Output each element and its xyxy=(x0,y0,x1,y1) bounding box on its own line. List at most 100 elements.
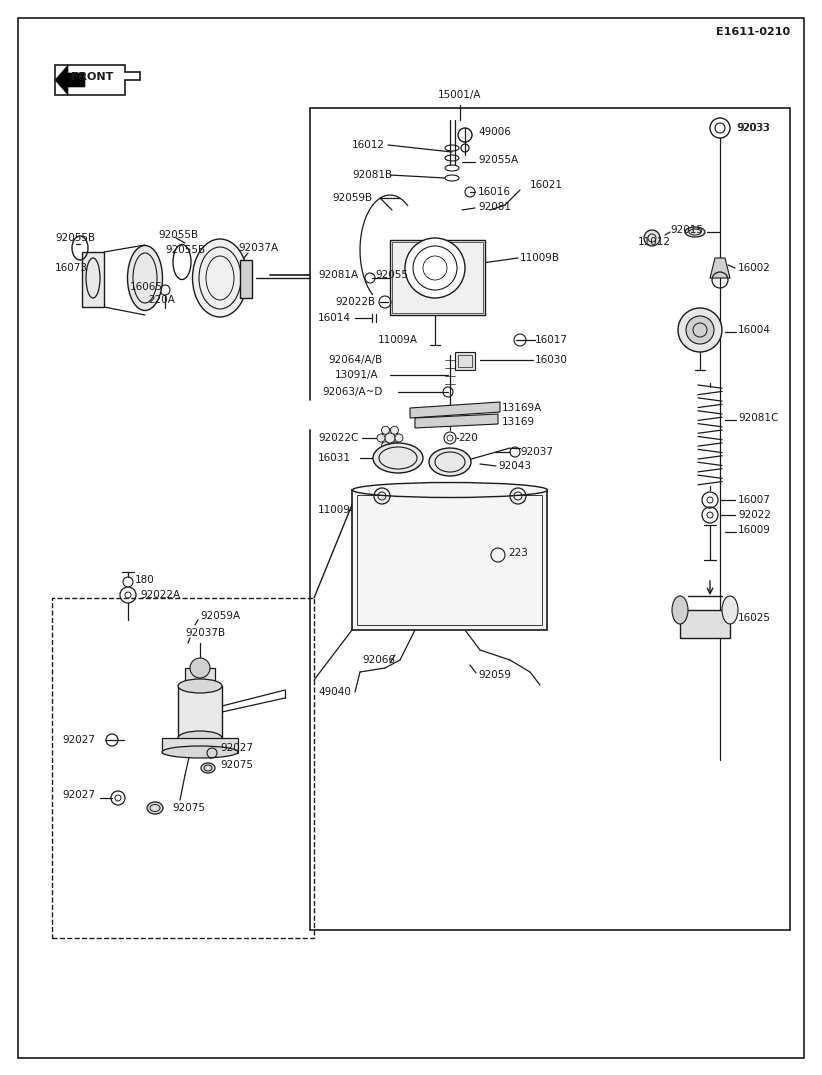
Text: 92081: 92081 xyxy=(478,202,511,212)
Ellipse shape xyxy=(353,483,547,498)
Ellipse shape xyxy=(685,227,705,236)
Bar xyxy=(352,490,547,630)
Text: 92081B: 92081B xyxy=(352,170,392,180)
Text: 92022B: 92022B xyxy=(335,297,375,307)
Circle shape xyxy=(405,238,465,298)
Ellipse shape xyxy=(127,245,163,311)
Ellipse shape xyxy=(201,763,215,773)
Bar xyxy=(458,355,472,367)
Text: 92055: 92055 xyxy=(375,270,408,280)
Text: 16004: 16004 xyxy=(738,325,771,335)
Text: 49040: 49040 xyxy=(318,687,351,697)
Text: 92027: 92027 xyxy=(220,743,253,752)
Text: 16009: 16009 xyxy=(738,525,771,535)
Ellipse shape xyxy=(178,731,222,745)
Circle shape xyxy=(190,658,210,678)
Text: 92022A: 92022A xyxy=(140,590,180,600)
Text: 16031: 16031 xyxy=(318,453,351,463)
Circle shape xyxy=(381,426,390,434)
Ellipse shape xyxy=(429,448,471,476)
Bar xyxy=(240,260,252,298)
Bar xyxy=(82,252,104,307)
Polygon shape xyxy=(415,414,498,428)
Text: 92033: 92033 xyxy=(736,123,769,133)
Text: 92064/A/B: 92064/A/B xyxy=(328,355,382,366)
Text: 92033: 92033 xyxy=(737,123,770,133)
Text: 223: 223 xyxy=(508,548,528,558)
Circle shape xyxy=(390,426,399,434)
Text: 92027: 92027 xyxy=(62,790,95,800)
Circle shape xyxy=(381,429,399,447)
Text: 92055B: 92055B xyxy=(158,230,198,240)
Text: 16021: 16021 xyxy=(530,180,563,190)
Bar xyxy=(52,598,314,938)
Bar xyxy=(178,686,222,739)
Polygon shape xyxy=(710,258,730,278)
Bar xyxy=(390,240,485,315)
Text: 13091/A: 13091/A xyxy=(335,370,379,379)
Polygon shape xyxy=(55,64,85,95)
Ellipse shape xyxy=(178,679,222,693)
Text: 92037B: 92037B xyxy=(185,628,225,637)
Text: 92022: 92022 xyxy=(738,510,771,520)
Text: 16030: 16030 xyxy=(535,355,568,366)
Circle shape xyxy=(678,309,722,352)
Text: 11009B: 11009B xyxy=(520,253,560,263)
Text: 92059A: 92059A xyxy=(200,611,240,621)
Text: 92066: 92066 xyxy=(362,655,395,665)
Bar xyxy=(162,739,238,752)
Text: 92043: 92043 xyxy=(498,461,531,471)
Ellipse shape xyxy=(192,239,247,317)
Text: 92075: 92075 xyxy=(172,803,205,813)
Circle shape xyxy=(395,434,403,442)
Text: 92059: 92059 xyxy=(478,670,511,680)
Text: 11009A: 11009A xyxy=(378,335,418,345)
Text: 49006: 49006 xyxy=(478,127,511,137)
Text: E1611-0210: E1611-0210 xyxy=(716,27,790,37)
Text: 220A: 220A xyxy=(148,295,175,305)
Ellipse shape xyxy=(147,802,163,814)
Text: 16073: 16073 xyxy=(55,263,88,273)
Ellipse shape xyxy=(162,746,238,758)
Bar xyxy=(185,668,215,686)
Bar xyxy=(455,352,475,370)
Text: 16025: 16025 xyxy=(738,613,771,624)
Polygon shape xyxy=(55,64,140,95)
Text: FRONT: FRONT xyxy=(71,72,113,82)
Bar xyxy=(392,242,483,313)
Bar xyxy=(680,610,730,637)
Text: 92037: 92037 xyxy=(520,447,553,457)
Text: 220: 220 xyxy=(458,433,478,443)
Text: 15001/A: 15001/A xyxy=(438,90,482,100)
Ellipse shape xyxy=(672,596,688,624)
Text: 16012: 16012 xyxy=(352,140,385,150)
Polygon shape xyxy=(410,402,500,418)
Text: 13169: 13169 xyxy=(502,417,535,427)
Text: 16065: 16065 xyxy=(130,282,163,292)
Text: 180: 180 xyxy=(135,575,155,585)
Text: 92063/A~D: 92063/A~D xyxy=(322,387,382,397)
Text: 11009: 11009 xyxy=(318,505,351,515)
Text: 92059B: 92059B xyxy=(332,194,372,203)
Circle shape xyxy=(390,442,399,449)
Text: 92037A: 92037A xyxy=(238,243,278,253)
Bar xyxy=(357,494,542,625)
Text: 92075: 92075 xyxy=(220,760,253,770)
Text: 92081C: 92081C xyxy=(738,413,778,422)
Circle shape xyxy=(644,230,660,246)
Circle shape xyxy=(686,316,714,344)
Text: 16002: 16002 xyxy=(738,263,771,273)
Text: 16016: 16016 xyxy=(478,187,511,197)
Text: 16014: 16014 xyxy=(318,313,351,322)
Text: 16017: 16017 xyxy=(535,335,568,345)
Text: 92055B: 92055B xyxy=(165,245,206,255)
Ellipse shape xyxy=(722,596,738,624)
Circle shape xyxy=(377,434,385,442)
Text: 92015: 92015 xyxy=(670,225,703,235)
Text: 16007: 16007 xyxy=(738,494,771,505)
Text: 92055B: 92055B xyxy=(55,233,95,243)
Text: 92027: 92027 xyxy=(62,735,95,745)
Text: 92081A: 92081A xyxy=(318,270,358,280)
Circle shape xyxy=(381,442,390,449)
Text: 11012: 11012 xyxy=(638,236,671,247)
